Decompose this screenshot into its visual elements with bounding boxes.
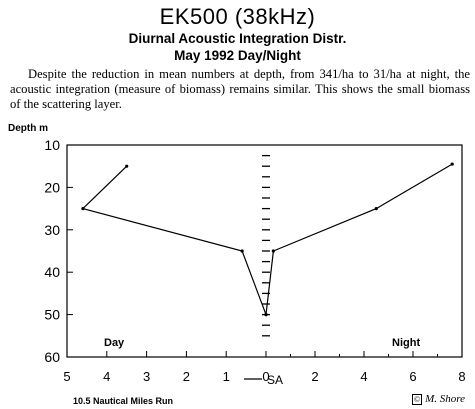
x-tick-label: 8 (458, 369, 465, 384)
x-tick-label: 1 (223, 369, 230, 384)
x-axis-label: SA (267, 373, 283, 387)
series-point-night (374, 207, 378, 211)
x-tick-label: 0 (262, 369, 269, 384)
chart-subtitle: Diurnal Acoustic Integration Distr. (128, 31, 347, 46)
copyright-icon: © (412, 394, 423, 405)
y-tick-label: 40 (44, 264, 60, 280)
chart-subtitle-date: May 1992 Day/Night (174, 48, 301, 63)
y-tick-label: 10 (44, 137, 60, 153)
series-line-day (81, 165, 267, 315)
description-paragraph: Despite the reduction in mean numbers at… (10, 67, 470, 111)
x-tick-label: 2 (311, 369, 318, 384)
series-label-night: Night (392, 337, 420, 349)
footer-note: 10.5 Nautical Miles Run (73, 396, 173, 406)
chart-title: EK500 (38kHz) (159, 4, 316, 29)
y-axis-label: Depth m (8, 123, 48, 134)
y-tick-label: 60 (44, 349, 60, 365)
series-point-night (271, 249, 275, 253)
series-point-night (450, 162, 454, 166)
series-point-day (81, 207, 85, 211)
x-tick-label: 6 (409, 369, 416, 384)
signature-text: M. Shore (425, 393, 465, 405)
x-tick-label: 4 (103, 369, 110, 384)
series-point-day (240, 249, 244, 253)
y-tick-label: 20 (44, 179, 60, 195)
signature: © M. Shore (412, 393, 465, 405)
x-tick-label: 3 (143, 369, 150, 384)
series-point-night (264, 313, 268, 317)
x-tick-label: 2 (183, 369, 190, 384)
y-tick-label: 30 (44, 222, 60, 238)
series-point-day (125, 164, 129, 168)
series-label-day: Day (104, 337, 125, 349)
y-tick-label: 50 (44, 307, 60, 323)
series-line-night (265, 163, 453, 315)
x-tick-label: 5 (63, 369, 70, 384)
plot-frame (66, 144, 463, 358)
x-tick-label: 4 (360, 369, 367, 384)
